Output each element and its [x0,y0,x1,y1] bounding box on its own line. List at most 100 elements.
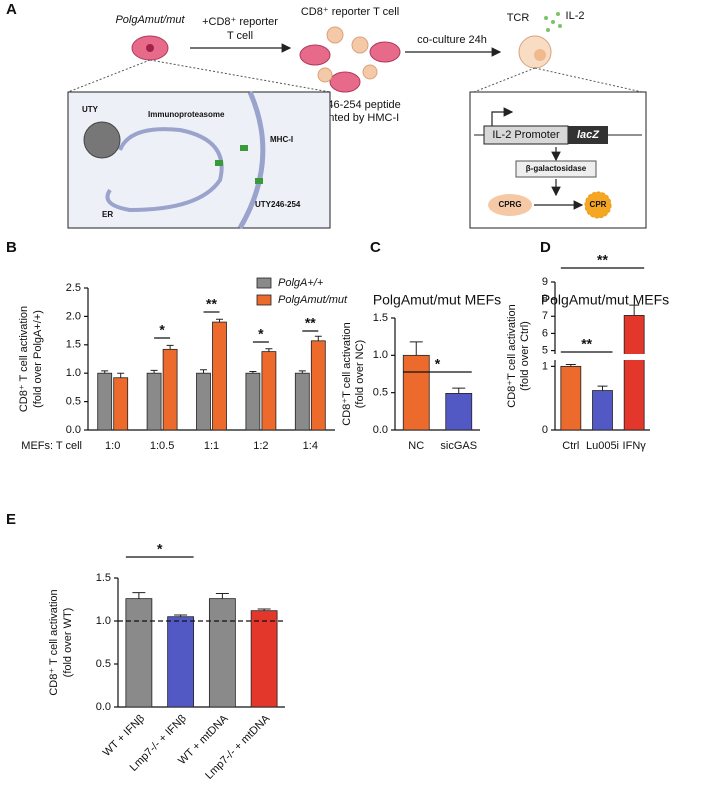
x-tick-label: 1:4 [303,440,318,452]
label: TCR [507,12,530,24]
x-tick-label: sicGAS [440,440,477,452]
error-bar [166,344,174,350]
bar [212,321,227,431]
label: T cell [227,30,253,42]
x-tick-label: 1:0 [105,440,120,452]
bar [208,598,236,708]
error-bar [174,614,188,617]
legend-label: PolgAmut/mut [278,294,348,306]
cpr [584,191,612,219]
y-tick-label: 2.0 [66,310,81,322]
label: β-galactosidase [526,164,587,173]
error-bar [150,369,158,374]
bar [261,351,277,431]
bar [113,377,129,431]
y-tick-label: 1.5 [66,339,81,351]
significance-label: ** [206,296,217,312]
y-axis-label: (fold over WT) [62,608,74,678]
error-bar [117,372,125,378]
y-tick-label: 1.0 [66,367,81,379]
label: IL-2 [566,10,585,22]
y-tick-label: 8 [542,293,548,305]
mhc [215,145,263,184]
y-tick-label: 5 [542,344,548,356]
panel-label: C [370,239,381,256]
membrane [237,90,266,230]
y-tick-label: 0.0 [96,701,111,713]
legend-swatch [256,294,272,306]
nucleus [534,49,546,61]
bar [592,390,613,431]
panel-label: B [6,239,17,256]
bar [560,365,582,431]
x-tick-label: IFNγ [623,440,647,452]
x-tick-label: 1:2 [253,440,268,452]
y-axis-label: (fold over Ctrl) [519,321,531,391]
bar [623,315,645,431]
panel-label: A [6,1,17,18]
error-bar [265,348,273,352]
legend-swatch [256,277,272,289]
y-tick-label: 1.5 [373,312,388,324]
y-tick-label: 1.0 [373,349,388,361]
y-tick-label: 0.0 [66,424,81,436]
label: lacZ [577,129,600,141]
y-tick-label: 7 [542,310,548,322]
y-tick-label: 9 [542,276,548,288]
error-bar [409,341,423,356]
label: UTY [82,105,99,114]
error-bar [597,385,608,391]
diagram: PolgAmut/mut +CD8⁺ reporter T cell CD8⁺ … [67,6,647,230]
bar [402,354,430,431]
y-axis-label: CD8⁺ T cell activation [18,306,30,412]
bar [250,610,278,708]
panel-label: D [540,239,551,256]
y-tick-label: 0.5 [373,387,388,399]
cprg [488,194,532,216]
label: UTY246-254 [255,200,301,209]
bar [125,598,153,708]
axis-break [549,354,650,360]
error-bar [314,335,322,341]
significance-label: ** [597,252,608,268]
t-cells [317,26,378,83]
bar [146,372,162,431]
y-tick-label: 6 [542,327,548,339]
bar [167,616,195,708]
enzyme-box [515,160,597,178]
error-bar [298,370,306,374]
y-axis-label: (fold over PolgA+/+) [32,310,44,408]
label: +CD8⁺ reporter [202,16,278,28]
x-tick-label: NC [408,440,424,452]
x-tick-label: Ctrl [562,440,579,452]
proteasome [83,121,121,159]
error-bar [452,387,466,394]
x-axis-label: MEFs: T cell [21,440,82,452]
y-axis-label: CD8⁺T cell activation [341,322,353,425]
error-bar [257,608,271,611]
label: MHC-I [270,135,293,144]
error-bar [215,592,229,599]
bar [445,393,473,431]
error-bar [132,592,146,599]
significance-label: ** [305,315,316,331]
zoom-lines [67,59,643,93]
error-bar [200,369,207,374]
label: Immunoproteasome [148,110,225,119]
bar [294,372,310,431]
bar [245,372,261,431]
label: IL-2 Promoter [492,129,560,141]
bar [97,372,113,431]
y-tick-label: 0 [542,424,548,436]
tss [491,107,514,126]
il2-dots [544,12,562,32]
y-tick-label: 0.5 [96,658,111,670]
y-axis-label: CD8⁺ T cell activation [48,589,60,695]
chart-title: PolgAmut/mut MEFs [373,292,501,308]
significance-label: * [258,326,264,342]
error-bar [629,304,640,316]
x-tick-label: Lu005i [586,440,619,452]
bar [162,348,178,431]
y-tick-label: 1.5 [96,572,111,584]
